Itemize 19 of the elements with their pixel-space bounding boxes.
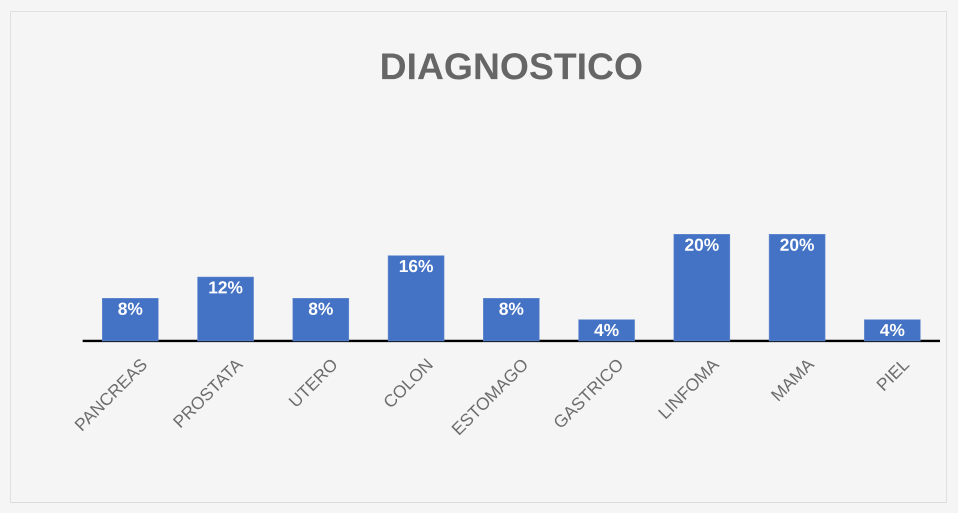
bar [483,298,540,342]
data-label: 20% [685,238,719,251]
data-label: 8% [118,302,142,315]
bar [578,319,635,342]
data-label: 20% [780,238,814,251]
data-label: 4% [594,324,619,336]
data-label: 4% [880,324,904,336]
data-label: 8% [308,302,333,315]
bar [864,319,921,342]
data-label: 16% [400,260,433,272]
bar [292,298,350,342]
bar [388,255,444,342]
bar [197,276,254,342]
data-label: 12% [209,281,242,294]
data-label: 8% [499,302,524,315]
bar [674,234,730,342]
bar [102,298,159,342]
chart-title: DIAGNOSTICO [382,53,642,80]
bar [768,234,826,342]
